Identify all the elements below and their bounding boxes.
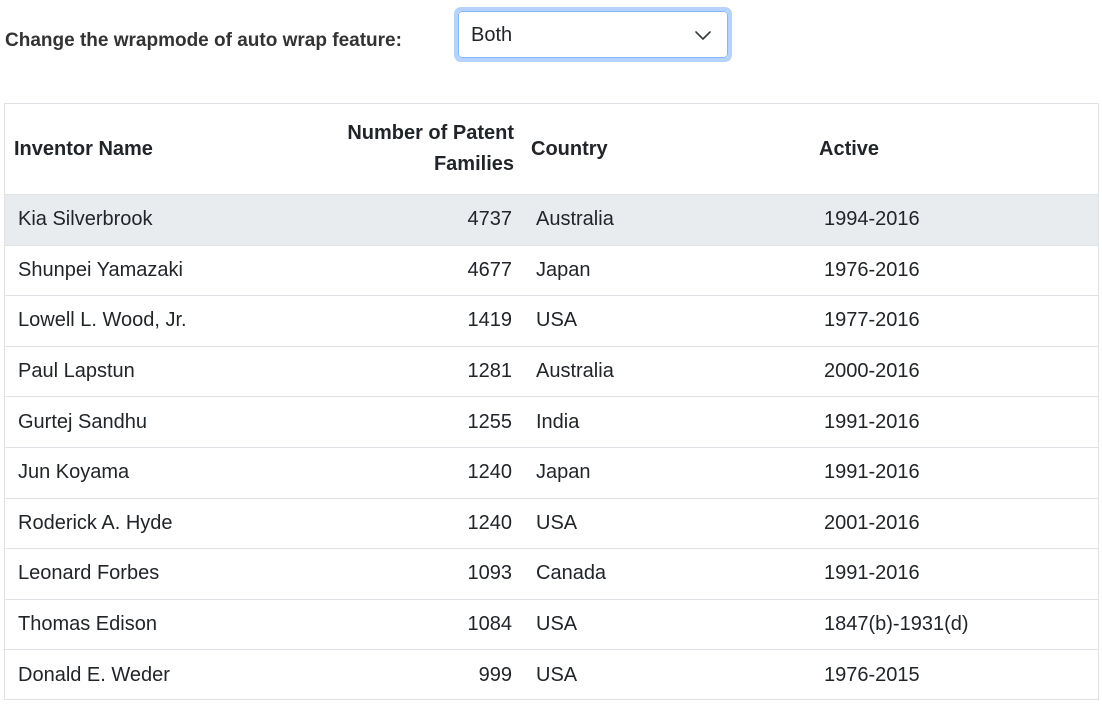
column-header-inventor-name[interactable]: Inventor Name: [14, 104, 314, 194]
cell-inventor-name[interactable]: Gurtej Sandhu: [18, 410, 147, 433]
cell-active[interactable]: 1977-2016: [824, 309, 920, 332]
inventor-grid: Inventor Name Number of Patent Families …: [4, 103, 1099, 700]
cell-patent-families[interactable]: 1240: [467, 461, 513, 484]
grid-header-row: Inventor Name Number of Patent Families …: [5, 104, 1098, 195]
column-header-label-line2: Families: [433, 153, 514, 175]
cell-inventor-name[interactable]: Roderick A. Hyde: [18, 511, 173, 534]
table-row[interactable]: Thomas Edison 1084 USA 1847(b)-1931(d): [5, 600, 1098, 651]
cell-active[interactable]: 1847(b)-1931(d): [824, 613, 969, 636]
cell-country[interactable]: USA: [536, 511, 578, 534]
cell-patent-families[interactable]: 999: [478, 664, 512, 687]
cell-country[interactable]: Japan: [536, 258, 591, 281]
cell-inventor-name[interactable]: Thomas Edison: [18, 613, 157, 636]
column-header-label-line1: Number of Patent: [347, 122, 514, 144]
cell-country[interactable]: USA: [536, 664, 578, 687]
table-row[interactable]: Shunpei Yamazaki 4677 Japan 1976-2016: [5, 246, 1098, 297]
table-row[interactable]: Jun Koyama 1240 Japan 1991-2016: [5, 448, 1098, 499]
cell-inventor-name[interactable]: Kia Silverbrook: [18, 208, 153, 231]
cell-active[interactable]: 1991-2016: [824, 562, 920, 585]
column-header-label: Active: [819, 137, 880, 160]
column-header-label: Inventor Name: [14, 137, 153, 160]
column-header-active[interactable]: Active: [819, 104, 1089, 194]
cell-patent-families[interactable]: 1093: [467, 562, 513, 585]
cell-patent-families[interactable]: 4737: [467, 208, 513, 231]
cell-patent-families[interactable]: 1281: [467, 360, 513, 383]
chevron-down-icon: [695, 31, 711, 40]
wrapmode-select-box[interactable]: Both: [458, 11, 728, 58]
cell-inventor-name[interactable]: Donald E. Weder: [18, 664, 170, 687]
cell-country[interactable]: Australia: [536, 208, 614, 231]
cell-country[interactable]: India: [536, 410, 580, 433]
cell-active[interactable]: 1994-2016: [824, 208, 920, 231]
table-row[interactable]: Leonard Forbes 1093 Canada 1991-2016: [5, 549, 1098, 600]
table-row[interactable]: Donald E. Weder 999 USA 1976-2015: [5, 650, 1098, 699]
wrapmode-label: Change the wrapmode of auto wrap feature…: [5, 30, 402, 51]
cell-inventor-name[interactable]: Shunpei Yamazaki: [18, 258, 183, 281]
cell-inventor-name[interactable]: Paul Lapstun: [18, 360, 135, 383]
cell-active[interactable]: 1976-2015: [824, 664, 920, 687]
table-row[interactable]: Gurtej Sandhu 1255 India 1991-2016: [5, 397, 1098, 448]
cell-country[interactable]: USA: [536, 613, 578, 636]
cell-country[interactable]: USA: [536, 309, 578, 332]
cell-active[interactable]: 1976-2016: [824, 258, 920, 281]
cell-patent-families[interactable]: 1240: [467, 511, 513, 534]
table-row[interactable]: Lowell L. Wood, Jr. 1419 USA 1977-2016: [5, 296, 1098, 347]
grid-body: Kia Silverbrook 4737 Australia 1994-2016…: [5, 195, 1098, 699]
cell-inventor-name[interactable]: Jun Koyama: [18, 461, 130, 484]
cell-patent-families[interactable]: 1419: [467, 309, 513, 332]
cell-active[interactable]: 2000-2016: [824, 360, 920, 383]
cell-country[interactable]: Australia: [536, 360, 614, 383]
table-row[interactable]: Paul Lapstun 1281 Australia 2000-2016: [5, 347, 1098, 398]
table-row[interactable]: Kia Silverbrook 4737 Australia 1994-2016: [5, 195, 1098, 246]
cell-patent-families[interactable]: 4677: [467, 258, 513, 281]
cell-inventor-name[interactable]: Leonard Forbes: [18, 562, 160, 585]
cell-patent-families[interactable]: 1084: [467, 613, 513, 636]
table-row[interactable]: Roderick A. Hyde 1240 USA 2001-2016: [5, 499, 1098, 550]
column-header-patent-families[interactable]: Number of Patent Families: [305, 104, 514, 194]
wrapmode-select[interactable]: Both: [454, 7, 732, 62]
toolbar: Change the wrapmode of auto wrap feature…: [0, 0, 1102, 80]
cell-country[interactable]: Japan: [536, 461, 591, 484]
cell-patent-families[interactable]: 1255: [467, 410, 513, 433]
cell-inventor-name[interactable]: Lowell L. Wood, Jr.: [18, 309, 187, 332]
cell-active[interactable]: 2001-2016: [824, 511, 920, 534]
cell-country[interactable]: Canada: [536, 562, 607, 585]
column-header-label: Number of Patent Families: [347, 118, 514, 180]
cell-active[interactable]: 1991-2016: [824, 461, 920, 484]
wrapmode-select-value: Both: [471, 24, 513, 46]
column-header-country[interactable]: Country: [531, 104, 811, 194]
column-header-label: Country: [531, 137, 608, 160]
cell-active[interactable]: 1991-2016: [824, 410, 920, 433]
